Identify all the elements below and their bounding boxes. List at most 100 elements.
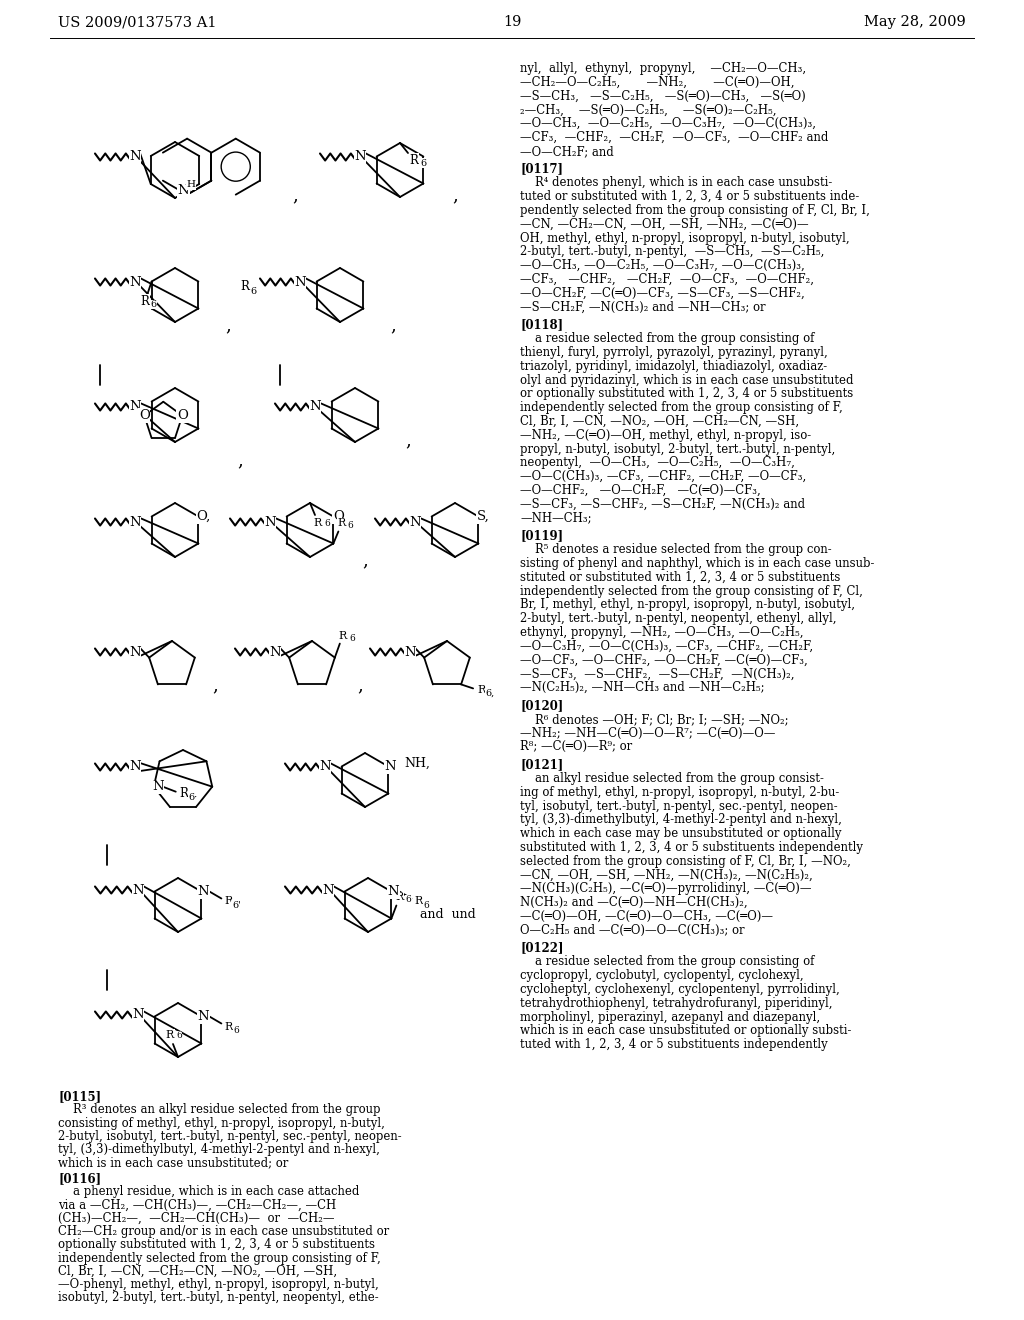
Text: S,: S,: [477, 510, 489, 523]
Text: which in each case may be unsubstituted or optionally: which in each case may be unsubstituted …: [520, 828, 842, 841]
Text: N: N: [410, 516, 421, 528]
Text: triazolyl, pyridinyl, imidazolyl, thiadiazolyl, oxadiaz-: triazolyl, pyridinyl, imidazolyl, thiadi…: [520, 360, 827, 372]
Text: —O—C₃H₇, —O—C(CH₃)₃, —CF₃, —CHF₂, —CH₂F,: —O—C₃H₇, —O—C(CH₃)₃, —CF₃, —CHF₂, —CH₂F,: [520, 640, 813, 653]
Text: olyl and pyridazinyl, which is in each case unsubstituted: olyl and pyridazinyl, which is in each c…: [520, 374, 853, 387]
Text: N: N: [404, 645, 416, 659]
Text: O—C₂H₅ and —C(═O)—O—C(CH₃)₃; or: O—C₂H₅ and —C(═O)—O—C(CH₃)₃; or: [520, 924, 744, 937]
Text: tyl, (3,3)-dimethylbutyl, 4-methyl-2-pentyl and n-hexyl,: tyl, (3,3)-dimethylbutyl, 4-methyl-2-pen…: [58, 1143, 380, 1156]
Text: N: N: [132, 883, 143, 896]
Text: 2-butyl, isobutyl, tert.-butyl, n-pentyl, sec.-pentyl, neopen-: 2-butyl, isobutyl, tert.-butyl, n-pentyl…: [58, 1130, 401, 1143]
Text: —CN, —CH₂—CN, —OH, —SH, —NH₂, —C(═O)—: —CN, —CH₂—CN, —OH, —SH, —NH₂, —C(═O)—: [520, 218, 809, 231]
Text: 6: 6: [349, 634, 354, 643]
Text: US 2009/0137573 A1: US 2009/0137573 A1: [58, 15, 216, 29]
Text: N: N: [309, 400, 321, 413]
Text: ,: ,: [212, 676, 218, 694]
Text: [0116]: [0116]: [58, 1172, 101, 1185]
Text: —O—CF₃, —O—CHF₂, —O—CH₂F, —C(═O)—CF₃,: —O—CF₃, —O—CHF₂, —O—CH₂F, —C(═O)—CF₃,: [520, 653, 808, 667]
Text: —NH₂; —NH—C(═O)—O—R⁷; —C(═O)—O—: —NH₂; —NH—C(═O)—O—R⁷; —C(═O)—O—: [520, 726, 775, 739]
Text: (CH₃)—CH₂—,  —CH₂—CH(CH₃)—  or  —CH₂—: (CH₃)—CH₂—, —CH₂—CH(CH₃)— or —CH₂—: [58, 1212, 335, 1225]
Text: N: N: [354, 150, 366, 164]
Text: R: R: [166, 1030, 174, 1040]
Text: R: R: [224, 896, 232, 907]
Text: cycloheptyl, cyclohexenyl, cyclopentenyl, pyrrolidinyl,: cycloheptyl, cyclohexenyl, cyclopentenyl…: [520, 983, 840, 997]
Text: tuted or substituted with 1, 2, 3, 4 or 5 substituents inde-: tuted or substituted with 1, 2, 3, 4 or …: [520, 190, 859, 203]
Text: ,: ,: [362, 550, 368, 569]
Text: R⁴ denotes phenyl, which is in each case unsubsti-: R⁴ denotes phenyl, which is in each case…: [520, 177, 833, 189]
Text: R³ denotes an alkyl residue selected from the group: R³ denotes an alkyl residue selected fro…: [58, 1104, 381, 1117]
Text: tyl, isobutyl, tert.-butyl, n-pentyl, sec.-pentyl, neopen-: tyl, isobutyl, tert.-butyl, n-pentyl, se…: [520, 800, 838, 813]
Text: N(CH₃)₂ and —C(═O)—NH—CH(CH₃)₂,: N(CH₃)₂ and —C(═O)—NH—CH(CH₃)₂,: [520, 896, 748, 909]
Text: OH, methyl, ethyl, n-propyl, isopropyl, n-butyl, isobutyl,: OH, methyl, ethyl, n-propyl, isopropyl, …: [520, 231, 850, 244]
Text: O,: O,: [197, 510, 211, 523]
Text: independently selected from the group consisting of F,: independently selected from the group co…: [520, 401, 843, 414]
Text: N: N: [319, 760, 331, 774]
Text: a residue selected from the group consisting of: a residue selected from the group consis…: [520, 956, 814, 969]
Text: independently selected from the group consisting of F, Cl,: independently selected from the group co…: [520, 585, 863, 598]
Text: R: R: [240, 281, 249, 293]
Text: an alkyl residue selected from the group consist-: an alkyl residue selected from the group…: [520, 772, 824, 785]
Text: NH,: NH,: [404, 756, 430, 770]
Text: R: R: [395, 892, 403, 903]
Text: R: R: [314, 517, 323, 528]
Text: which is in each case unsubstituted; or: which is in each case unsubstituted; or: [58, 1156, 288, 1170]
Text: O: O: [139, 409, 150, 422]
Text: Cl, Br, I, —CN, —NO₂, —OH, —CH₂—CN, —SH,: Cl, Br, I, —CN, —NO₂, —OH, —CH₂—CN, —SH,: [520, 414, 799, 428]
Text: —CN, —OH, —SH, —NH₂, —N(CH₃)₂, —N(C₂H₅)₂,: —CN, —OH, —SH, —NH₂, —N(CH₃)₂, —N(C₂H₅)₂…: [520, 869, 813, 882]
Text: Cl, Br, I, —CN, —CH₂—CN, —NO₂, —OH, —SH,: Cl, Br, I, —CN, —CH₂—CN, —NO₂, —OH, —SH,: [58, 1265, 337, 1278]
Text: N: N: [129, 400, 141, 413]
Text: or optionally substituted with 1, 2, 3, 4 or 5 substituents: or optionally substituted with 1, 2, 3, …: [520, 387, 853, 400]
Text: —NH₂, —C(═O)—OH, methyl, ethyl, n-propyl, iso-: —NH₂, —C(═O)—OH, methyl, ethyl, n-propyl…: [520, 429, 811, 442]
Text: —NH—CH₃;: —NH—CH₃;: [520, 512, 592, 524]
Text: 6: 6: [347, 521, 353, 531]
Text: ,: ,: [390, 315, 396, 334]
Text: —O—C(CH₃)₃, —CF₃, —CHF₂, —CH₂F, —O—CF₃,: —O—C(CH₃)₃, —CF₃, —CHF₂, —CH₂F, —O—CF₃,: [520, 470, 806, 483]
Text: O: O: [177, 409, 187, 422]
Text: thienyl, furyl, pyrrolyl, pyrazolyl, pyrazinyl, pyranyl,: thienyl, furyl, pyrrolyl, pyrazolyl, pyr…: [520, 346, 827, 359]
Text: [0120]: [0120]: [520, 700, 563, 711]
Text: nyl,  allyl,  ethynyl,  propynyl,    —CH₂—O—CH₃,: nyl, allyl, ethynyl, propynyl, —CH₂—O—CH…: [520, 62, 806, 75]
Text: 2-butyl, tert.-butyl, n-pentyl, neopentyl, ethenyl, allyl,: 2-butyl, tert.-butyl, n-pentyl, neopenty…: [520, 612, 837, 626]
Text: N: N: [385, 760, 396, 774]
Text: tyl, (3,3)-dimethylbutyl, 4-methyl-2-pentyl and n-hexyl,: tyl, (3,3)-dimethylbutyl, 4-methyl-2-pen…: [520, 813, 842, 826]
Text: stituted or substituted with 1, 2, 3, 4 or 5 substituents: stituted or substituted with 1, 2, 3, 4 …: [520, 570, 841, 583]
Text: N: N: [177, 185, 189, 197]
Text: R: R: [339, 631, 347, 640]
Text: 6: 6: [151, 300, 157, 309]
Text: N: N: [269, 645, 281, 659]
Text: [0122]: [0122]: [520, 941, 563, 954]
Text: N: N: [198, 1010, 209, 1023]
Text: R: R: [415, 896, 423, 907]
Text: —S—CH₂F, —N(CH₃)₂ and —NH—CH₃; or: —S—CH₂F, —N(CH₃)₂ and —NH—CH₃; or: [520, 301, 766, 314]
Text: 6: 6: [420, 158, 426, 168]
Text: R: R: [179, 787, 188, 800]
Text: a residue selected from the group consisting of: a residue selected from the group consis…: [520, 333, 814, 346]
Text: —O—CH₃,  —O—C₂H₅,  —O—C₃H₇,  —O—C(CH₃)₃,: —O—CH₃, —O—C₂H₅, —O—C₃H₇, —O—C(CH₃)₃,: [520, 117, 816, 131]
Text: —S—CF₃,  —S—CHF₂,  —S—CH₂F,  —N(CH₃)₂,: —S—CF₃, —S—CHF₂, —S—CH₂F, —N(CH₃)₂,: [520, 668, 795, 680]
Text: —O—CH₂F, —C(═O)—CF₃, —S—CF₃, —S—CHF₂,: —O—CH₂F, —C(═O)—CF₃, —S—CF₃, —S—CHF₂,: [520, 286, 805, 300]
Text: —CF₃,   —CHF₂,   —CH₂F,  —O—CF₃,  —O—CHF₂,: —CF₃, —CHF₂, —CH₂F, —O—CF₃, —O—CHF₂,: [520, 273, 814, 286]
Text: selected from the group consisting of F, Cl, Br, I, —NO₂,: selected from the group consisting of F,…: [520, 855, 851, 867]
Text: R: R: [477, 685, 485, 696]
Text: a phenyl residue, which is in each case attached: a phenyl residue, which is in each case …: [58, 1185, 359, 1199]
Text: May 28, 2009: May 28, 2009: [864, 15, 966, 29]
Text: N: N: [294, 276, 306, 289]
Text: 19: 19: [503, 15, 521, 29]
Text: R: R: [410, 153, 419, 166]
Text: cyclopropyl, cyclobutyl, cyclopentyl, cyclohexyl,: cyclopropyl, cyclobutyl, cyclopentyl, cy…: [520, 969, 804, 982]
Text: R⁸; —C(═O)—R⁹; or: R⁸; —C(═O)—R⁹; or: [520, 741, 632, 754]
Text: N: N: [129, 516, 141, 528]
Text: morpholinyl, piperazinyl, azepanyl and diazepanyl,: morpholinyl, piperazinyl, azepanyl and d…: [520, 1011, 820, 1023]
Text: substituted with 1, 2, 3, 4 or 5 substituents independently: substituted with 1, 2, 3, 4 or 5 substit…: [520, 841, 863, 854]
Text: N: N: [198, 884, 209, 898]
Text: ₂—CH₃,    —S(═O)—C₂H₅,    —S(═O)₂—C₂H₅,: ₂—CH₃, —S(═O)—C₂H₅, —S(═O)₂—C₂H₅,: [520, 103, 776, 116]
Text: tetrahydrothiophenyl, tetrahydrofuranyl, piperidinyl,: tetrahydrothiophenyl, tetrahydrofuranyl,…: [520, 997, 833, 1010]
Text: N: N: [387, 884, 399, 898]
Text: ,: ,: [238, 451, 243, 469]
Text: [0118]: [0118]: [520, 318, 563, 331]
Text: R: R: [140, 294, 150, 308]
Text: R⁶ denotes —OH; F; Cl; Br; I; —SH; —NO₂;: R⁶ denotes —OH; F; Cl; Br; I; —SH; —NO₂;: [520, 713, 788, 726]
Text: [0115]: [0115]: [58, 1090, 101, 1104]
Text: —O—CHF₂,   —O—CH₂F,   —C(═O)—CF₃,: —O—CHF₂, —O—CH₂F, —C(═O)—CF₃,: [520, 484, 761, 498]
Text: —O-phenyl, methyl, ethyl, n-propyl, isopropyl, n-butyl,: —O-phenyl, methyl, ethyl, n-propyl, isop…: [58, 1278, 379, 1291]
Text: R⁵ denotes a residue selected from the group con-: R⁵ denotes a residue selected from the g…: [520, 544, 831, 556]
